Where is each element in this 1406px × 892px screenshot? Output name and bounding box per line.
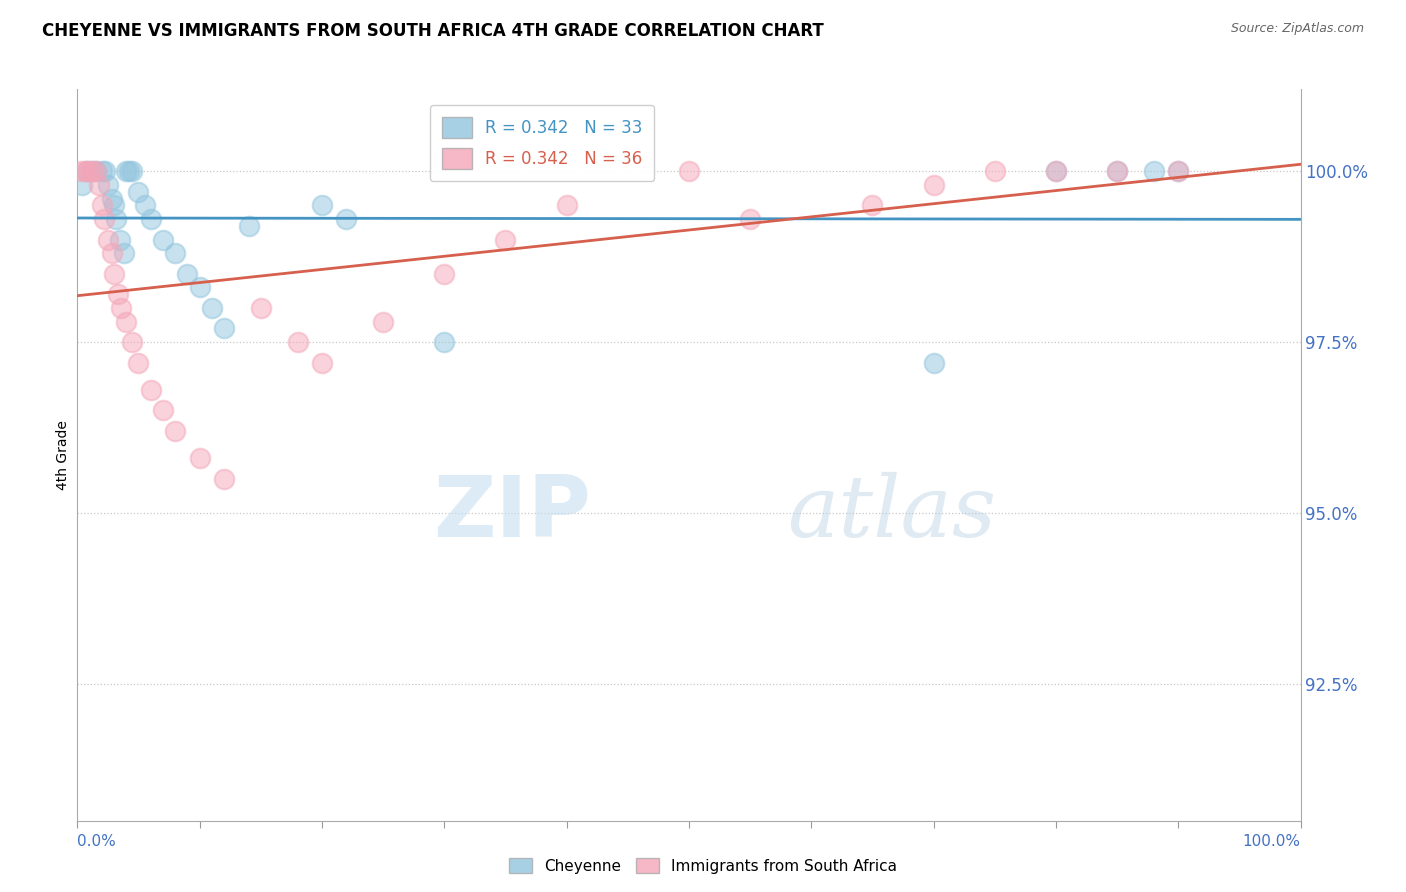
Point: [371, 315, 394, 329]
Point: [127, 185, 149, 199]
Point: [201, 301, 224, 315]
Point: [80, 164, 103, 178]
Point: [212, 472, 235, 486]
Point: [311, 198, 333, 212]
Point: [862, 198, 884, 212]
Point: [139, 383, 162, 397]
Point: [90, 198, 112, 212]
Point: [134, 198, 156, 212]
Point: [922, 178, 945, 192]
Point: [678, 164, 700, 178]
Point: [97, 233, 120, 247]
Point: [311, 356, 333, 370]
Point: [103, 267, 125, 281]
Legend: Cheyenne, Immigrants from South Africa: Cheyenne, Immigrants from South Africa: [502, 852, 904, 880]
Point: [121, 335, 143, 350]
Point: [1045, 164, 1067, 178]
Point: [1107, 164, 1129, 178]
Point: [112, 246, 135, 260]
Point: [107, 287, 129, 301]
Point: [70, 178, 93, 192]
Point: [103, 198, 125, 212]
Point: [100, 192, 122, 206]
Text: CHEYENNE VS IMMIGRANTS FROM SOUTH AFRICA 4TH GRADE CORRELATION CHART: CHEYENNE VS IMMIGRANTS FROM SOUTH AFRICA…: [42, 22, 824, 40]
Point: [188, 451, 211, 466]
Point: [97, 178, 120, 192]
Text: 100.0%: 100.0%: [1243, 834, 1301, 849]
Point: [93, 212, 115, 227]
Legend: R = 0.342   N = 33, R = 0.342   N = 36: R = 0.342 N = 33, R = 0.342 N = 36: [430, 105, 654, 181]
Point: [118, 164, 141, 178]
Point: [89, 178, 111, 192]
Text: ZIP: ZIP: [433, 472, 591, 555]
Point: [84, 164, 107, 178]
Point: [115, 315, 138, 329]
Point: [188, 280, 211, 294]
Point: [121, 164, 143, 178]
Point: [1167, 164, 1189, 178]
Point: [165, 424, 187, 438]
Point: [84, 164, 107, 178]
Point: [110, 301, 132, 315]
Point: [76, 164, 98, 178]
Point: [433, 267, 456, 281]
Point: [90, 164, 112, 178]
Y-axis label: 4th Grade: 4th Grade: [56, 420, 70, 490]
Point: [176, 267, 198, 281]
Point: [922, 356, 945, 370]
Point: [1045, 164, 1067, 178]
Point: [94, 164, 117, 178]
Point: [108, 233, 131, 247]
Point: [80, 164, 103, 178]
Point: [1167, 164, 1189, 178]
Point: [495, 233, 517, 247]
Text: Source: ZipAtlas.com: Source: ZipAtlas.com: [1230, 22, 1364, 36]
Point: [152, 233, 174, 247]
Point: [287, 335, 309, 350]
Point: [1107, 164, 1129, 178]
Point: [77, 164, 100, 178]
Point: [152, 403, 174, 417]
Point: [1143, 164, 1166, 178]
Point: [115, 164, 138, 178]
Point: [139, 212, 162, 227]
Point: [740, 212, 762, 227]
Text: 0.0%: 0.0%: [77, 834, 117, 849]
Point: [105, 212, 128, 227]
Point: [433, 335, 456, 350]
Point: [165, 246, 187, 260]
Point: [984, 164, 1007, 178]
Point: [127, 356, 149, 370]
Point: [100, 246, 122, 260]
Text: atlas: atlas: [787, 472, 995, 555]
Point: [238, 219, 260, 233]
Point: [70, 164, 93, 178]
Point: [73, 164, 96, 178]
Point: [555, 198, 578, 212]
Point: [335, 212, 357, 227]
Point: [250, 301, 273, 315]
Point: [212, 321, 235, 335]
